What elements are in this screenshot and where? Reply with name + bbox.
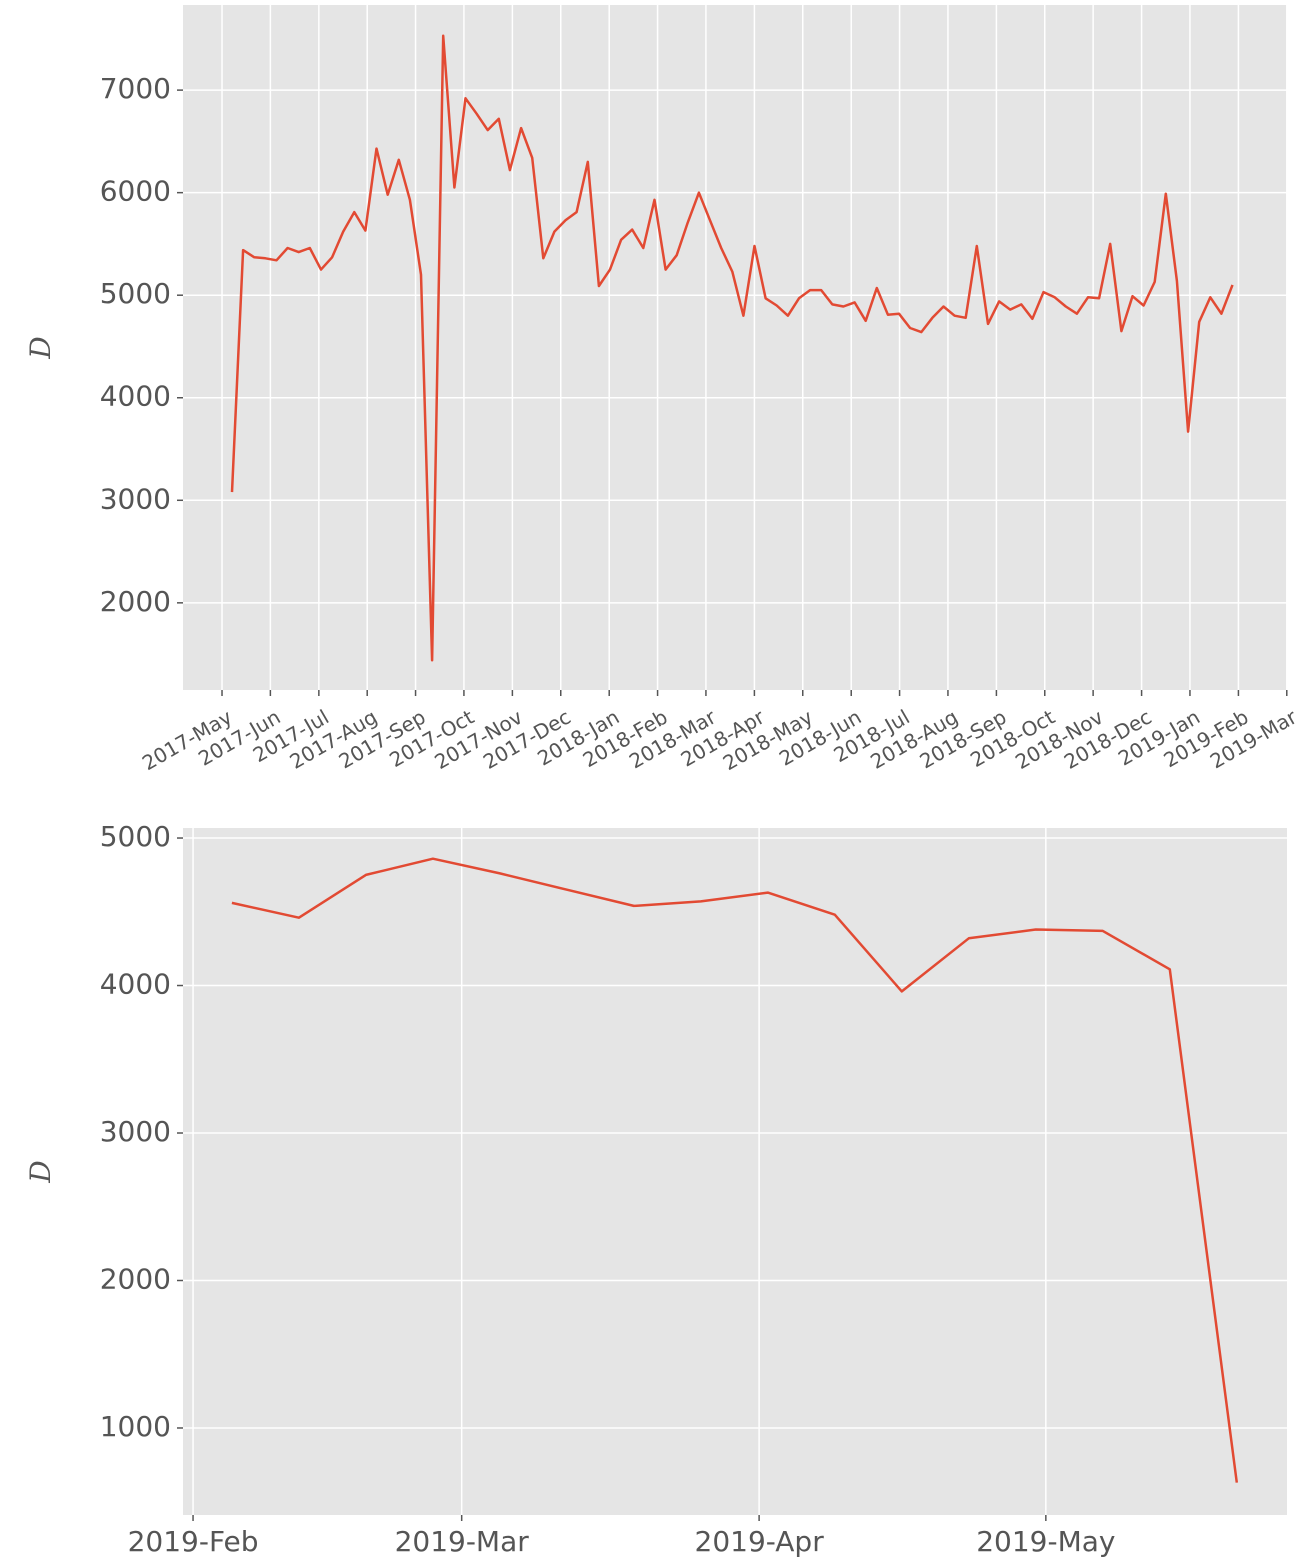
x-tick-label: 2019-May [976, 1525, 1115, 1558]
data-line [231, 857, 1239, 1483]
plot-background [183, 5, 1287, 690]
x-tick-label: 2019-Apr [695, 1525, 825, 1558]
plot-background [183, 828, 1287, 1515]
y-tick-label: 4000 [100, 380, 171, 413]
y-tick-label: 2000 [100, 585, 171, 618]
y-tick-label: 3000 [100, 482, 171, 515]
y-tick-label: 2000 [100, 1262, 171, 1295]
y-tick-label: 1000 [100, 1410, 171, 1443]
y-tick-label: 5000 [100, 277, 171, 310]
data-line [230, 34, 1234, 662]
y-tick-label: 6000 [100, 175, 171, 208]
y-axis-label: D [24, 336, 57, 359]
x-tick-label: 2019-Mar [395, 1525, 530, 1558]
y-tick-label: 5000 [100, 820, 171, 853]
y-axis-label: D [24, 1160, 57, 1183]
y-tick-label: 7000 [100, 72, 171, 105]
x-tick-label: 2019-Feb [128, 1525, 259, 1558]
y-tick-label: 4000 [100, 968, 171, 1001]
y-tick-label: 3000 [100, 1115, 171, 1148]
